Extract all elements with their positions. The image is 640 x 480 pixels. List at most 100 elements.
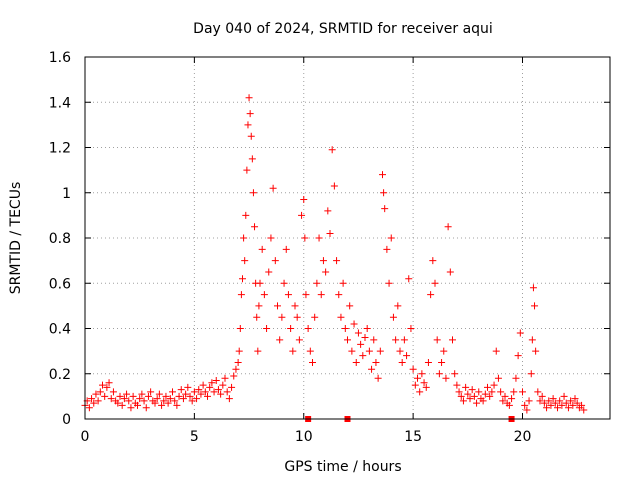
data-point: [158, 401, 166, 409]
data-point: [468, 386, 476, 394]
data-point: [414, 374, 421, 382]
data-point: [363, 325, 371, 332]
data-point: [90, 399, 98, 407]
data-point: [260, 291, 268, 299]
data-point: [210, 388, 218, 396]
x-tick-label: 0: [81, 429, 90, 445]
data-point: [466, 395, 474, 403]
data-point: [484, 383, 491, 391]
data-point: [442, 374, 450, 382]
data-point: [510, 388, 518, 396]
data-point: [188, 397, 196, 405]
data-point: [171, 397, 179, 405]
data-point: [184, 383, 192, 391]
data-point: [479, 397, 487, 405]
data-point: [235, 347, 243, 355]
data-point: [497, 388, 505, 396]
data-point: [212, 377, 220, 385]
data-point: [531, 302, 539, 310]
data-point: [88, 395, 96, 403]
data-point: [99, 381, 106, 389]
data-point: [186, 392, 194, 400]
data-point: [398, 358, 406, 366]
data-point: [392, 336, 400, 344]
data-point: [352, 358, 360, 366]
data-point: [221, 374, 229, 382]
data-point: [569, 401, 577, 409]
data-point: [232, 365, 240, 373]
data-point: [120, 395, 128, 403]
data-point: [333, 257, 341, 265]
data-point: [254, 347, 262, 355]
data-point: [208, 379, 216, 387]
data-point: [236, 325, 244, 332]
data-point: [573, 399, 581, 407]
data-point: [278, 313, 286, 321]
data-point: [109, 388, 117, 396]
data-point: [311, 313, 319, 321]
data-point: [536, 397, 544, 405]
data-point: [193, 395, 201, 403]
data-point: [237, 291, 245, 299]
data-point: [313, 279, 321, 287]
data-point: [455, 388, 463, 396]
data-point: [244, 121, 252, 129]
data-point: [481, 390, 489, 398]
data-point: [348, 347, 356, 355]
data-point: [287, 325, 295, 332]
data-point: [105, 379, 113, 387]
data-point: [162, 392, 170, 400]
x-tick-label: 15: [404, 429, 422, 445]
data-point: [280, 279, 288, 287]
data-point: [271, 257, 279, 265]
data-point: [284, 291, 292, 299]
data-point: [151, 399, 159, 407]
data-point: [514, 352, 522, 360]
data-point: [488, 388, 496, 396]
data-point: [431, 279, 439, 287]
data-point: [405, 275, 413, 283]
data-point: [400, 336, 408, 344]
data-point: [306, 347, 314, 355]
data-point: [134, 401, 141, 409]
data-point: [324, 207, 332, 215]
data-point: [473, 399, 481, 407]
data-point: [470, 392, 478, 400]
data-point: [350, 320, 358, 328]
data-point: [177, 386, 185, 394]
data-point: [521, 401, 529, 409]
data-point: [519, 388, 526, 396]
data-point: [301, 234, 309, 242]
data-point: [543, 404, 551, 412]
data-point: [505, 401, 513, 409]
data-point: [547, 401, 555, 409]
data-point: [532, 347, 540, 355]
data-point: [383, 245, 391, 253]
data-point: [190, 388, 198, 396]
data-point: [449, 336, 456, 344]
data-point: [258, 245, 266, 253]
data-point: [385, 279, 393, 287]
data-point: [376, 347, 384, 355]
data-point: [433, 336, 441, 344]
data-point: [274, 302, 281, 310]
data-point: [341, 325, 349, 332]
data-point: [516, 329, 524, 337]
data-point: [103, 383, 111, 391]
data-point: [372, 358, 380, 366]
data-point: [276, 336, 284, 344]
data-point: [554, 404, 561, 412]
data-point: [199, 381, 207, 389]
data-point: [142, 404, 150, 412]
data-point: [567, 397, 575, 405]
data-point: [407, 325, 415, 332]
data-point: [538, 392, 546, 400]
data-point: [422, 383, 430, 391]
data-point: [420, 379, 428, 387]
data-point: [85, 404, 93, 412]
x-tick-label: 20: [514, 429, 532, 445]
data-point: [512, 374, 520, 382]
data-point: [92, 390, 100, 398]
data-point: [328, 146, 336, 154]
